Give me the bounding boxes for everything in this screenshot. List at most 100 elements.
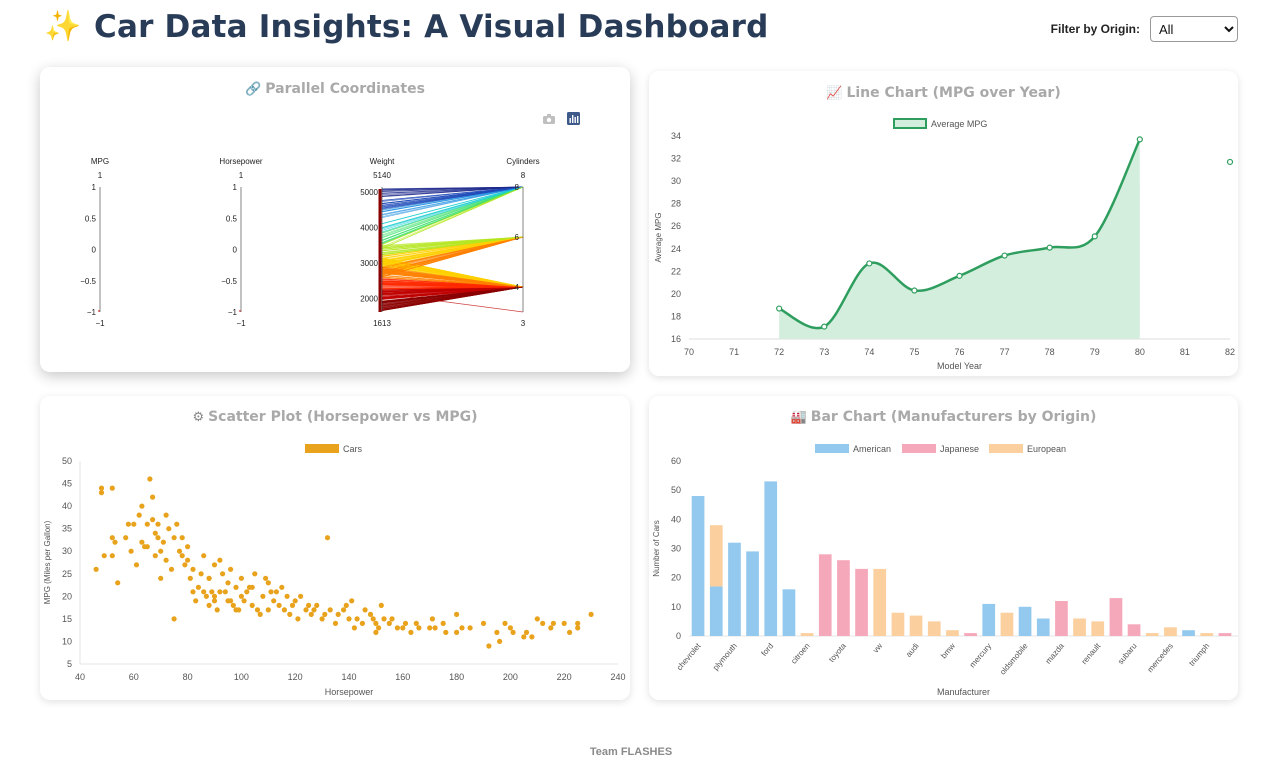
scatter-point — [163, 557, 169, 563]
scatter-point — [179, 535, 185, 541]
scatter-point — [228, 566, 234, 572]
scatter-point — [402, 620, 409, 626]
x-tick-label: 74 — [864, 347, 874, 357]
scatter-point — [260, 593, 266, 599]
scatter-point — [567, 629, 573, 635]
x-tick-label: 79 — [1090, 347, 1100, 357]
scatter-point — [343, 602, 349, 608]
scatter-point — [158, 548, 164, 554]
scatter-point — [238, 575, 244, 581]
parallel-line — [381, 281, 524, 288]
parallel-line — [381, 186, 524, 196]
scatter-point — [206, 575, 212, 581]
x-tick-label: 40 — [75, 672, 85, 682]
scatter-point — [362, 607, 368, 613]
x-tick-label: mercedes — [1145, 642, 1174, 675]
parallel-line — [381, 236, 524, 261]
scatter-point — [284, 593, 290, 599]
parallel-line — [381, 236, 524, 278]
scatter-point — [523, 629, 530, 635]
y-tick-label: 28 — [671, 199, 681, 209]
axis-title: Weight — [370, 157, 396, 166]
scatter-point — [220, 571, 226, 577]
y-tick-label: 5 — [67, 659, 72, 669]
scatter-point — [268, 589, 274, 595]
scatter-point — [386, 620, 392, 626]
scatter-point — [176, 548, 183, 554]
scatter-point — [400, 625, 406, 631]
camera-icon[interactable] — [543, 114, 555, 124]
scatter-point — [211, 598, 218, 604]
y-tick-label: 30 — [62, 546, 72, 556]
legend-swatch — [815, 444, 849, 453]
scatter-point — [314, 602, 320, 608]
x-tick-label: audi — [904, 641, 921, 659]
scatter-point — [416, 625, 422, 631]
scatter-plot-card: ⚙ Scatter Plot (Horsepower vs MPG) 5 10 15 2… — [40, 396, 630, 700]
line-point — [1226, 158, 1234, 166]
bar — [927, 621, 941, 636]
scatter-point — [195, 584, 201, 590]
scatter-point — [480, 620, 487, 626]
parallel-card-title: 🔗 Parallel Coordinates — [40, 81, 630, 97]
scatter-point — [133, 562, 140, 568]
parallel-line — [381, 277, 524, 288]
bar-chart[interactable]: 0 10 20 30 40 50 60 Manufacturer Number of Cars A… — [649, 396, 1238, 700]
scatter-point — [289, 602, 296, 608]
scatter-point — [335, 611, 341, 617]
parallel-line — [381, 236, 524, 265]
scatter-point — [98, 485, 105, 491]
y-axis-label: Average MPG — [654, 212, 663, 262]
scatter-point — [271, 598, 277, 604]
parallel-line — [381, 186, 524, 237]
bar — [1164, 627, 1177, 637]
origin-select[interactable]: All — [1150, 16, 1238, 42]
scatter-point — [373, 629, 379, 635]
scatter-point — [354, 616, 360, 622]
scatter-point — [217, 589, 223, 595]
parallel-line — [381, 236, 524, 273]
y-tick-label: 40 — [671, 514, 681, 524]
x-tick-label: 200 — [503, 672, 518, 682]
scatter-point — [378, 602, 384, 608]
scatter-point — [265, 580, 271, 586]
scatter-point — [109, 553, 115, 559]
bar — [1109, 598, 1123, 636]
scatter-point — [139, 539, 145, 545]
scatter-point — [171, 535, 177, 541]
bar-title-text: Bar Chart (Manufacturers by Origin) — [810, 409, 1097, 425]
axis-tick-label: −0.5 — [221, 277, 237, 286]
y-tick-label: 35 — [62, 524, 72, 534]
line-chart-card: 📈 Line Chart (MPG over Year) 16 18 20 22 24 26… — [649, 71, 1238, 376]
line-title-text: Line Chart (MPG over Year) — [846, 85, 1061, 101]
scatter-chart[interactable]: 5 10 15 20 25 30 35 40 45 50 40 60 80 100 120 140 160 180… — [40, 396, 630, 700]
y-tick-label: 20 — [671, 289, 681, 299]
x-tick-label: 140 — [341, 672, 356, 682]
scatter-point — [427, 625, 433, 631]
axis-tick-label: 3000 — [360, 259, 378, 268]
scatter-point — [182, 562, 188, 568]
axis-tick-label: −1 — [228, 308, 238, 317]
line-chart[interactable]: 16 18 20 22 24 26 28 30 32 34 70 71 72 73 74 75 76 77 78 79… — [649, 71, 1238, 376]
page-title: Car Data Insights: A Visual Dashboard — [94, 9, 769, 45]
scatter-point — [376, 625, 382, 631]
x-tick-label: 80 — [1135, 347, 1145, 357]
scatter-point — [467, 625, 473, 631]
line-card-title: 📈 Line Chart (MPG over Year) — [649, 85, 1238, 101]
scatter-point — [561, 620, 567, 626]
x-tick-label: 60 — [129, 672, 139, 682]
parallel-line — [381, 293, 524, 313]
parallel-coordinates-plot[interactable]: MPG 1 −1 1 0.5 0 −0.5 −1 Horsepower 1 −1 1 0.5 0 −0.5 −… — [40, 67, 630, 372]
scatter-point — [521, 634, 527, 640]
title-wrap: ✨ Car Data Insights: A Visual Dashboard — [44, 8, 769, 46]
bar — [909, 615, 923, 636]
scatter-point — [109, 535, 115, 541]
x-tick-label: 70 — [684, 347, 694, 357]
scatter-point — [298, 593, 304, 599]
scatter-point — [279, 584, 285, 590]
parallel-line — [381, 186, 524, 233]
axis-title: MPG — [91, 157, 109, 166]
plotly-logo-icon[interactable] — [567, 112, 580, 125]
scatter-point — [276, 602, 282, 608]
scatter-point — [292, 598, 298, 604]
